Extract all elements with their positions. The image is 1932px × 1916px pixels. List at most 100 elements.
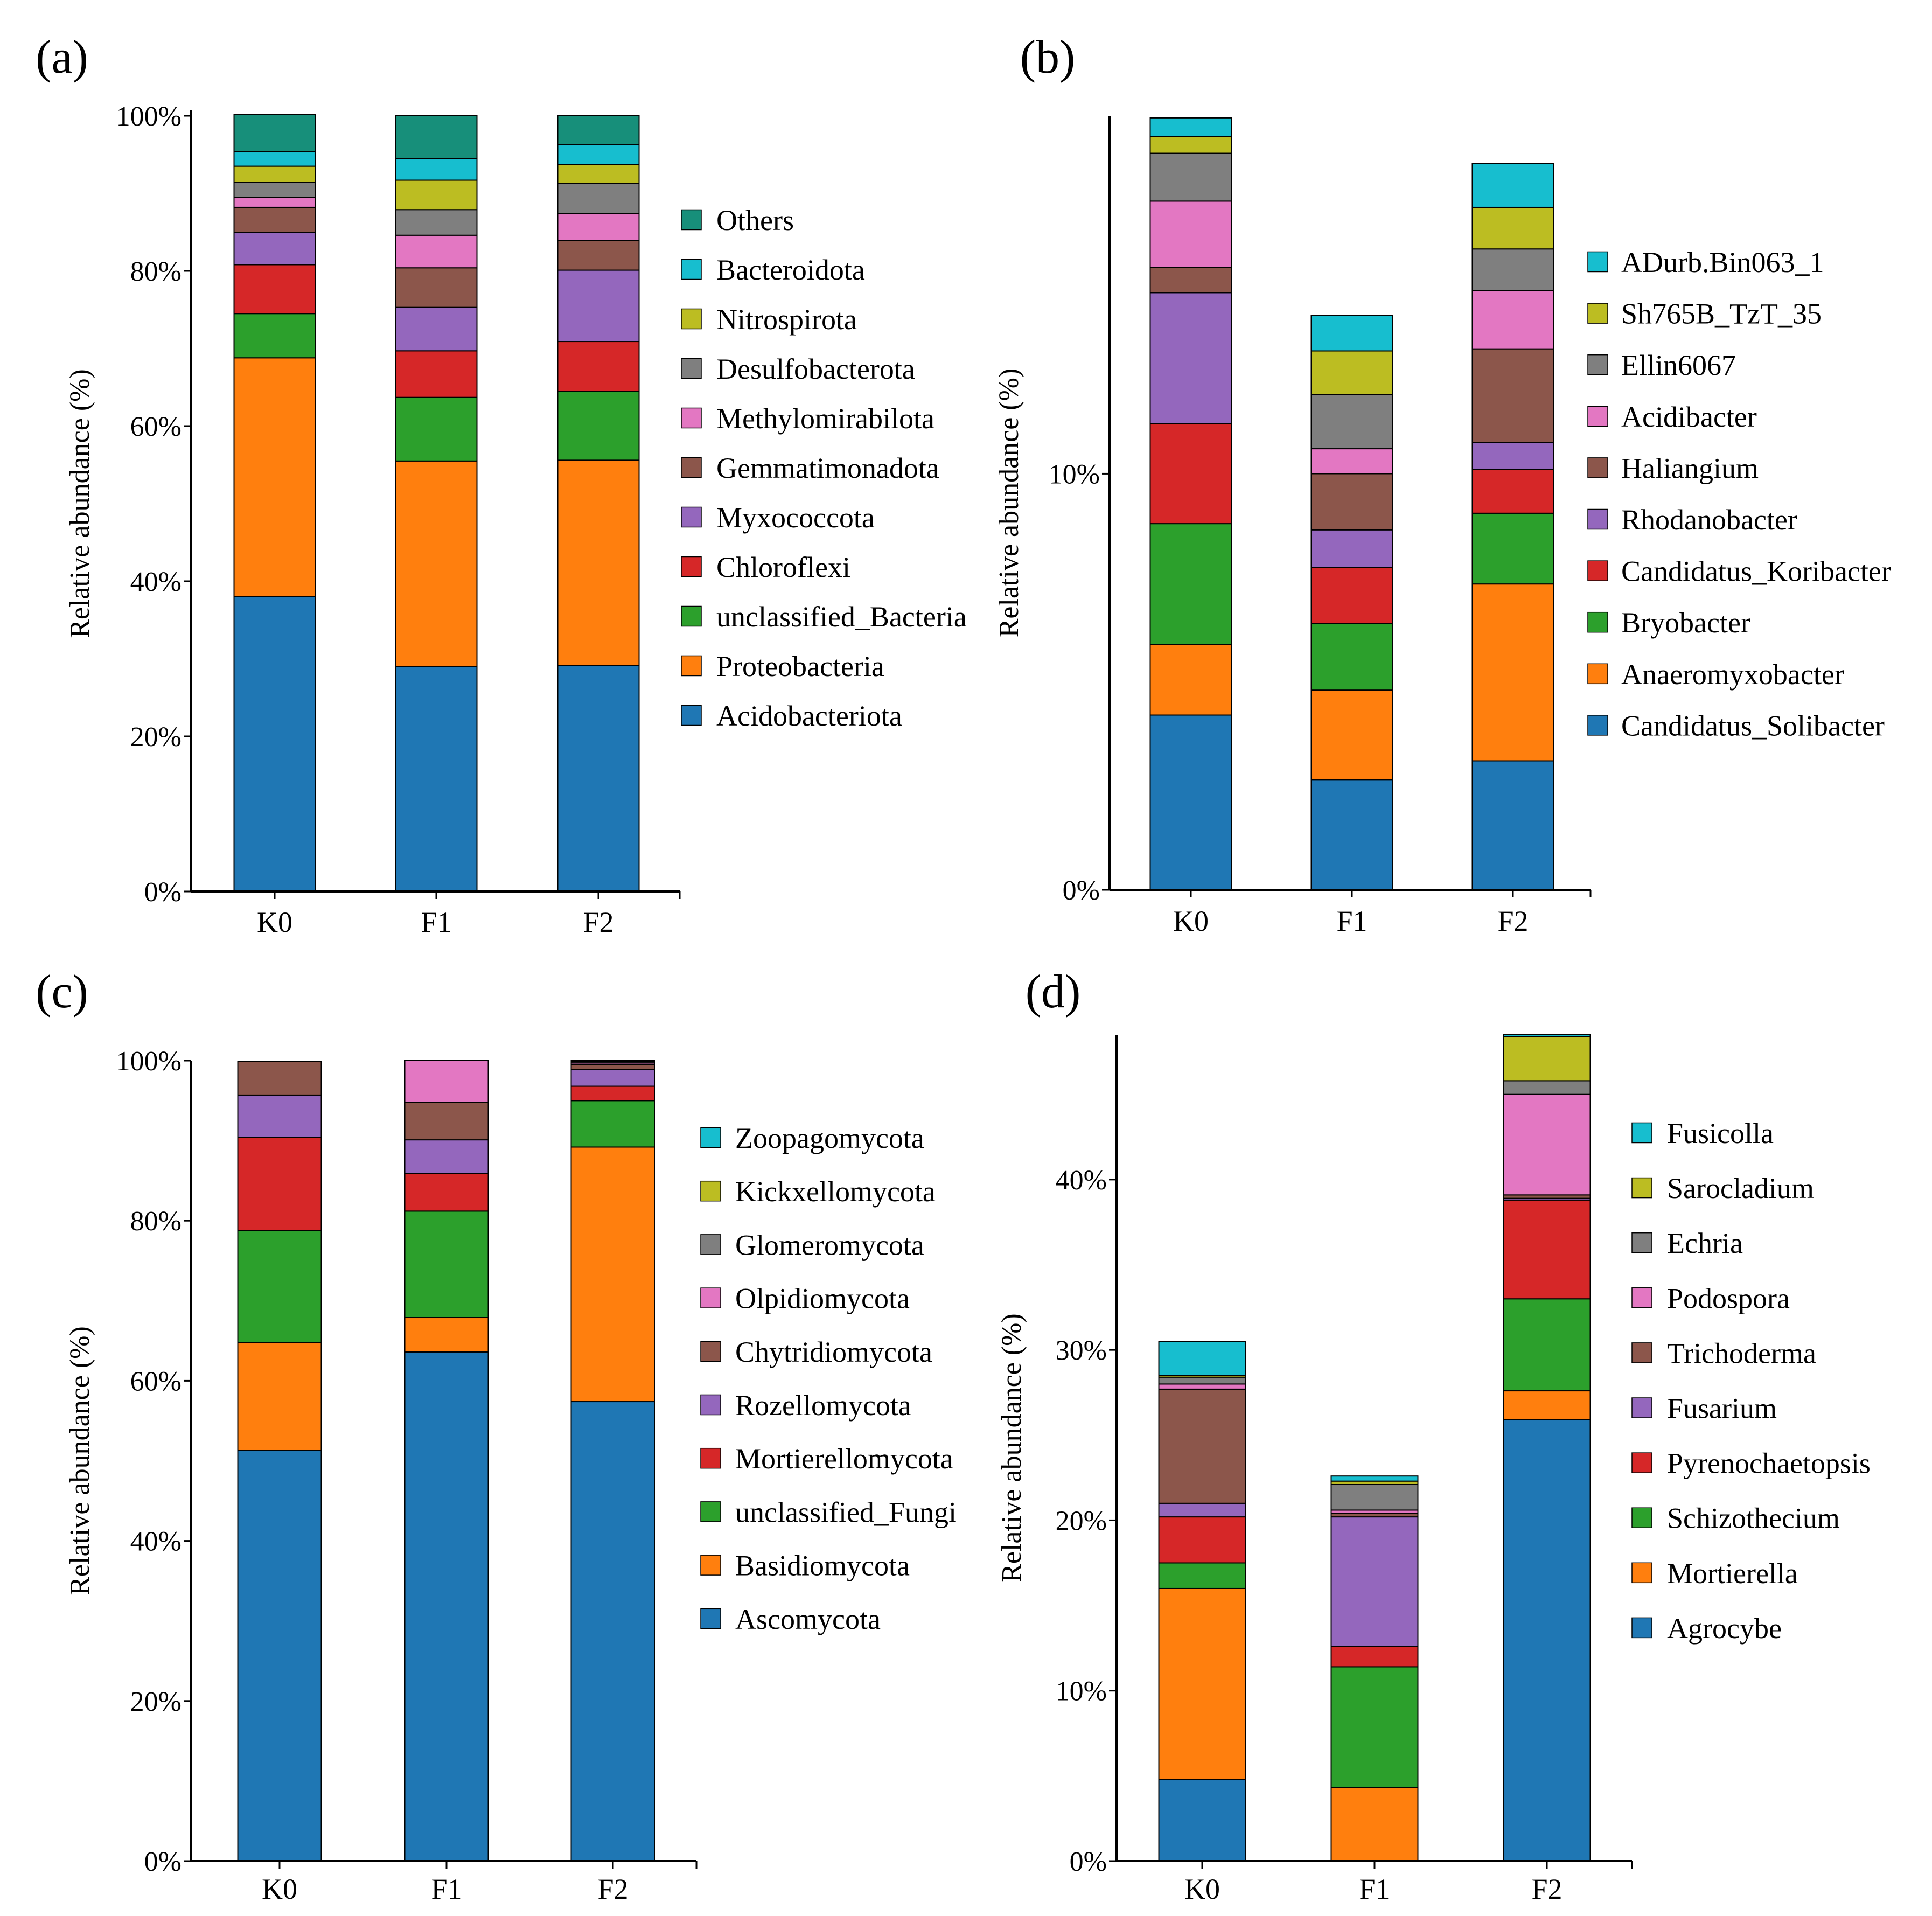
bar-segment	[1330, 1475, 1419, 1482]
y-tick-label: 100%	[116, 1046, 182, 1077]
y-tick-label: 20%	[1056, 1506, 1107, 1536]
bar-segment	[1330, 1666, 1419, 1788]
bar-segment	[1310, 448, 1393, 475]
legend-swatch	[1631, 1452, 1652, 1473]
panel-label: (d)	[1026, 966, 1081, 1018]
y-axis-title: Relative abundance (%)	[65, 369, 95, 638]
bar-segment	[395, 209, 478, 236]
bar-segment	[1310, 473, 1393, 531]
chart-panel-d: (d) 0% 10% 20% 30% 40% K0 F1 F2 Relative abundanc…	[996, 966, 1871, 1905]
legend-label: Chloroflexi	[716, 551, 850, 583]
bar-segment	[570, 1100, 655, 1148]
legend-label: Basidiomycota	[735, 1550, 910, 1582]
legend-label: Bryobacter	[1621, 607, 1750, 639]
legend-swatch	[700, 1447, 721, 1469]
bar-segment	[1149, 523, 1232, 645]
legend-label: unclassified_Bacteria	[716, 601, 967, 633]
bar-segment	[233, 206, 316, 233]
bar-segment	[1149, 423, 1232, 525]
legend-label: Bacteroidota	[716, 254, 865, 286]
bar-segment	[1503, 1034, 1591, 1037]
legend-swatch	[681, 358, 702, 379]
bar-segment	[233, 165, 316, 183]
bar-segment	[1503, 1036, 1591, 1082]
legend-label: Nitrospirota	[716, 303, 857, 336]
bar-segment	[557, 459, 640, 666]
y-tick-label: 40%	[130, 1527, 182, 1557]
bar-segment	[1503, 1419, 1591, 1862]
legend-swatch	[681, 556, 702, 577]
bar-segment	[233, 197, 316, 208]
legend-label: Myxococcota	[716, 501, 875, 534]
legend-swatch	[681, 506, 702, 528]
bar-segment	[237, 1137, 322, 1231]
bar-segment	[233, 182, 316, 198]
legend-label: Methylomirabilota	[716, 402, 934, 435]
bar-segment	[557, 240, 640, 271]
bar-segment	[1310, 529, 1393, 568]
legend-swatch	[1587, 303, 1608, 324]
legend-swatch	[1631, 1562, 1652, 1584]
legend-label: Echria	[1667, 1227, 1743, 1259]
bar-segment	[1503, 1080, 1591, 1095]
legend-swatch	[700, 1341, 721, 1362]
x-tick-label: K0	[262, 1873, 297, 1905]
legend-label: Mortierella	[1667, 1557, 1798, 1590]
bar-segment	[395, 115, 478, 159]
bar-segment	[557, 213, 640, 241]
bar-segment	[1330, 1516, 1419, 1647]
y-axis-title: Relative abundance (%)	[994, 368, 1024, 638]
bar-segment	[1149, 152, 1232, 202]
legend-swatch	[1587, 251, 1608, 273]
panel-label: (b)	[1020, 31, 1076, 83]
legend-label: Olpidiomycota	[735, 1283, 910, 1315]
legend-label: Rozellomycota	[735, 1389, 911, 1422]
legend-label: Sarocladium	[1667, 1172, 1814, 1204]
bar-segment	[404, 1351, 489, 1862]
bar-segment	[1471, 163, 1554, 208]
bar-segment	[395, 179, 478, 211]
legend-swatch	[700, 1287, 721, 1308]
bar-segment	[1471, 469, 1554, 514]
legend-swatch	[681, 308, 702, 330]
bar-segment	[395, 460, 478, 667]
legend-label: Fusarium	[1667, 1392, 1777, 1425]
x-tick-label: K0	[1173, 905, 1209, 937]
bar-segment	[395, 666, 478, 893]
bar-segment	[1158, 1779, 1246, 1862]
legend-label: Acidibacter	[1621, 401, 1757, 433]
bar-segment	[1310, 623, 1393, 691]
legend-swatch	[700, 1127, 721, 1148]
bar-segment	[1158, 1376, 1246, 1385]
legend-swatch	[1587, 611, 1608, 633]
bar-segment	[1330, 1787, 1419, 1862]
legend-swatch	[1631, 1507, 1652, 1528]
legend-swatch	[1587, 406, 1608, 427]
legend-swatch	[700, 1180, 721, 1202]
legend-label: Ellin6067	[1621, 349, 1736, 381]
legend-label: Glomeromycota	[735, 1229, 924, 1261]
y-tick-label: 60%	[130, 1366, 182, 1397]
bar-segment	[1471, 348, 1554, 443]
y-tick-label: 0%	[144, 1847, 182, 1877]
bar-segment	[557, 665, 640, 892]
bar-segment	[1310, 315, 1393, 352]
x-tick-label: F1	[421, 906, 451, 938]
legend-swatch	[681, 705, 702, 726]
chart-panel-b: (b) 0% 10% K0 F1 F2 Relative abundance (%) ADur…	[994, 31, 1891, 937]
panel-label: (a)	[36, 31, 88, 83]
y-tick-label: 0%	[1063, 875, 1100, 906]
legend-label: Gemmatimonadota	[716, 452, 939, 484]
legend-swatch	[1587, 457, 1608, 478]
legend-swatch	[681, 655, 702, 677]
bar-segment	[557, 144, 640, 165]
y-tick-label: 10%	[1056, 1676, 1107, 1707]
x-tick-label: K0	[257, 906, 292, 938]
legend-swatch	[681, 259, 702, 280]
legend-label: Candidatus_Solibacter	[1621, 709, 1885, 742]
bar-segment	[233, 264, 316, 315]
bar-segment	[1149, 644, 1232, 716]
y-tick-label: 100%	[116, 101, 182, 132]
bar-segment	[404, 1173, 489, 1212]
panel-label: (c)	[36, 966, 88, 1018]
